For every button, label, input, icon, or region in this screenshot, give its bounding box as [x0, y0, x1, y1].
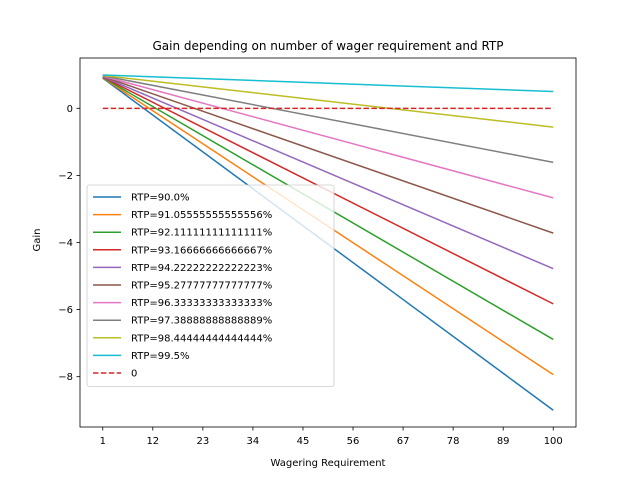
x-tick-label-6: 67: [397, 436, 410, 447]
legend-label-4: RTP=94.22222222222223%: [131, 263, 272, 274]
legend-label-10: 0: [131, 369, 137, 380]
legend-label-1: RTP=91.05555555555556%: [131, 210, 272, 221]
legend-label-3: RTP=93.16666666666667%: [131, 245, 272, 256]
legend-label-9: RTP=99.5%: [131, 351, 190, 362]
y-tick-label-1: −2: [58, 171, 73, 182]
series-line-6: [102, 75, 554, 199]
y-tick-label-2: −4: [58, 238, 73, 249]
y-tick-label-3: −6: [58, 305, 73, 316]
legend-label-8: RTP=98.44444444444444%: [131, 333, 272, 344]
y-tick-label-4: −8: [58, 372, 73, 383]
legend-label-0: RTP=90.0%: [131, 193, 190, 204]
legend-label-7: RTP=97.38888888888889%: [131, 316, 272, 327]
legend-label-6: RTP=96.33333333333333%: [131, 298, 272, 309]
series-line-9: [102, 74, 554, 93]
x-tick-label-7: 78: [447, 436, 460, 447]
y-tick-label-0: 0: [67, 104, 73, 115]
x-tick-label-0: 1: [100, 436, 106, 447]
chart-title: Gain depending on number of wager requir…: [153, 39, 504, 53]
series-line-7: [102, 75, 554, 164]
series-line-5: [102, 75, 554, 234]
x-tick-label-2: 23: [196, 436, 209, 447]
x-tick-label-4: 45: [297, 436, 310, 447]
x-tick-label-3: 34: [247, 436, 260, 447]
legend-label-5: RTP=95.27777777777777%: [131, 281, 272, 292]
y-axis-title: Gain: [32, 229, 43, 252]
legend-box: [86, 184, 335, 388]
x-axis-title: Wagering Requirement: [271, 458, 386, 469]
series-line-8: [102, 74, 554, 128]
x-tick-label-1: 12: [146, 436, 159, 447]
x-tick-label-5: 56: [347, 436, 360, 447]
x-tick-label-9: 100: [544, 436, 563, 447]
x-tick-label-8: 89: [497, 436, 510, 447]
legend-label-2: RTP=92.11111111111111%: [131, 228, 272, 239]
legend: RTP=90.0% RTP=91.05555555555556% RTP=92.11…: [86, 184, 335, 388]
